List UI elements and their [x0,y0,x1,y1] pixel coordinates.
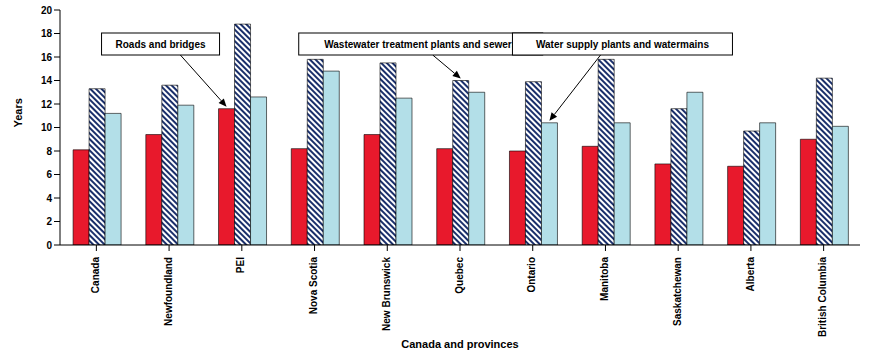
svg-text:16: 16 [41,52,53,63]
svg-text:British Columbia: British Columbia [817,257,828,337]
svg-text:Years: Years [12,98,24,127]
svg-text:Newfoundland: Newfoundland [163,257,174,326]
svg-text:Canada: Canada [90,257,101,294]
svg-text:Manitoba: Manitoba [599,257,610,301]
svg-text:Quebec: Quebec [454,257,465,294]
svg-text:Saskatchewan: Saskatchewan [672,257,683,326]
svg-text:14: 14 [41,75,53,86]
svg-text:4: 4 [46,193,52,204]
svg-text:Canada and provinces: Canada and provinces [401,338,518,350]
svg-text:18: 18 [41,28,53,39]
svg-text:0: 0 [46,240,52,251]
svg-text:Nova Scotia: Nova Scotia [308,257,319,315]
svg-text:10: 10 [41,122,53,133]
svg-text:Alberta: Alberta [745,257,756,292]
svg-text:12: 12 [41,99,53,110]
svg-text:New Brunswick: New Brunswick [381,257,392,331]
svg-text:PEI: PEI [235,257,246,273]
svg-text:2: 2 [46,216,52,227]
svg-text:6: 6 [46,169,52,180]
svg-text:Ontario: Ontario [526,257,537,293]
svg-text:Wastewater treatment plants an: Wastewater treatment plants and sewers [324,39,517,50]
svg-text:Roads and bridges: Roads and bridges [116,39,206,50]
svg-text:20: 20 [41,5,53,16]
svg-text:8: 8 [46,146,52,157]
svg-text:Water supply plants and waterm: Water supply plants and watermains [536,39,709,50]
